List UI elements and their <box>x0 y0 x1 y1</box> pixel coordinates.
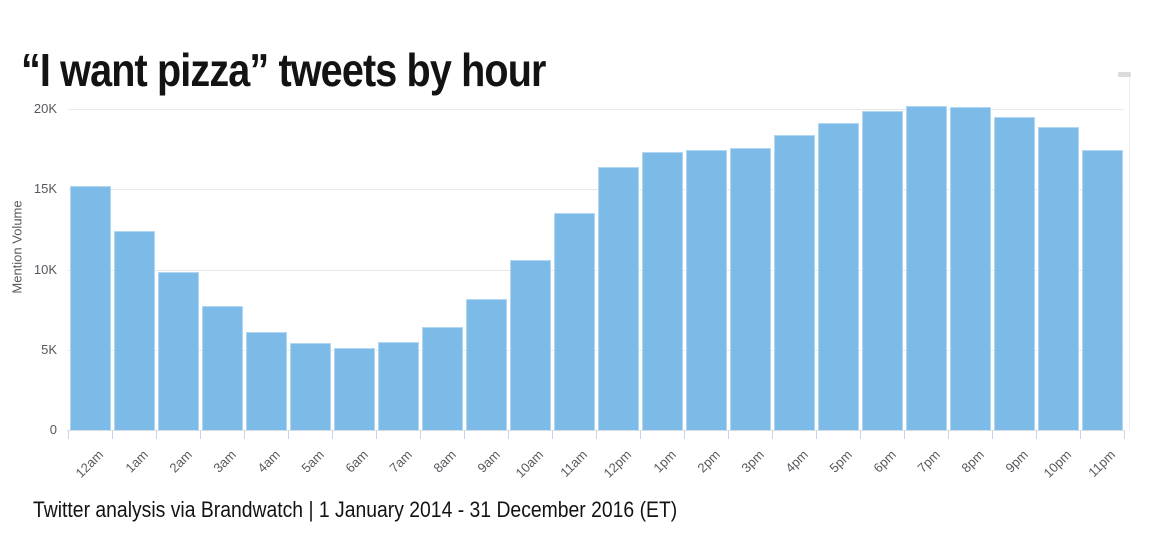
x-tick-label-2pm: 2pm <box>694 447 723 476</box>
page-title: “I want pizza” tweets by hour <box>21 43 546 96</box>
x-tick-10pm <box>1036 431 1037 439</box>
x-tick-10am <box>508 431 509 439</box>
x-tick-label-5am: 5am <box>298 447 327 476</box>
bar-4am[interactable] <box>245 332 287 430</box>
gridline-15K <box>68 189 1124 191</box>
x-tick-label-6pm: 6pm <box>870 447 899 476</box>
x-tick-label-12am: 12am <box>72 447 107 481</box>
y-axis-title: Mention Volume <box>9 200 25 294</box>
x-tick-label-6am: 6am <box>342 447 371 476</box>
bar-8am[interactable] <box>421 327 463 430</box>
x-tick-4am <box>244 431 245 439</box>
bar-7pm[interactable] <box>905 105 947 430</box>
x-tick-12am <box>68 431 69 439</box>
x-tick-7pm <box>904 431 905 439</box>
x-tick-3am <box>200 431 201 439</box>
bar-3pm[interactable] <box>729 148 771 430</box>
x-tick-label-10pm: 10pm <box>1040 447 1075 481</box>
x-tick-label-12pm: 12pm <box>600 447 635 481</box>
x-tick-7am <box>376 431 377 439</box>
x-tick-label-8am: 8am <box>430 447 459 476</box>
bar-1am[interactable] <box>113 230 155 430</box>
x-tick-label-5pm: 5pm <box>826 447 855 476</box>
y-tick-label-20K: 20K <box>33 101 57 116</box>
x-tick-label-3pm: 3pm <box>738 447 767 476</box>
x-tick-6pm <box>860 431 861 439</box>
scrollbar-track <box>1129 76 1130 430</box>
x-tick-5am <box>288 431 289 439</box>
bar-3am[interactable] <box>201 306 243 430</box>
bar-10am[interactable] <box>509 259 551 430</box>
x-tick-4pm <box>772 431 773 439</box>
x-tick-label-8pm: 8pm <box>958 447 987 476</box>
x-tick-label-9am: 9am <box>474 447 503 476</box>
x-tick-2am <box>156 431 157 439</box>
x-tick-label-7am: 7am <box>386 447 415 476</box>
bar-7am[interactable] <box>377 341 419 430</box>
bar-5am[interactable] <box>289 343 331 430</box>
x-tick-5pm <box>816 431 817 439</box>
x-tick-label-11am: 11am <box>557 447 591 480</box>
x-tick-label-2am: 2am <box>166 447 195 476</box>
x-tick-6am <box>332 431 333 439</box>
x-tick-2pm <box>684 431 685 439</box>
x-tick-label-3am: 3am <box>210 447 239 476</box>
x-tick-1pm <box>640 431 641 439</box>
gridline-10K <box>68 269 1124 271</box>
x-axis-line <box>67 430 1125 431</box>
bar-11am[interactable] <box>553 212 595 430</box>
bar-6pm[interactable] <box>861 110 903 430</box>
x-tick-label-4pm: 4pm <box>782 447 811 476</box>
gridline-5K <box>68 349 1124 351</box>
x-tick-8am <box>420 431 421 439</box>
x-tick-label-7pm: 7pm <box>914 447 943 476</box>
x-tick-end <box>1124 431 1125 439</box>
x-tick-label-9pm: 9pm <box>1002 447 1031 476</box>
y-tick-label-5K: 5K <box>41 341 57 357</box>
source-caption: Twitter analysis via Brandwatch | 1 Janu… <box>33 497 678 522</box>
bar-11pm[interactable] <box>1081 149 1123 430</box>
gridline-20K <box>68 109 1124 110</box>
x-tick-9am <box>464 431 465 439</box>
bar-2am[interactable] <box>157 271 199 430</box>
scrollbar-handle-icon[interactable] <box>1118 72 1131 77</box>
bar-12am[interactable] <box>69 186 111 430</box>
x-tick-label-1am: 1am <box>122 447 151 476</box>
bar-5pm[interactable] <box>817 123 859 430</box>
bar-4pm[interactable] <box>773 134 815 430</box>
bar-9pm[interactable] <box>993 117 1035 430</box>
x-tick-11am <box>552 431 553 439</box>
x-tick-label-4am: 4am <box>254 447 283 476</box>
x-tick-12pm <box>596 431 597 439</box>
x-tick-3pm <box>728 431 729 439</box>
x-tick-11pm <box>1080 431 1081 439</box>
y-tick-label-0: 0 <box>49 422 57 437</box>
bar-2pm[interactable] <box>685 149 727 430</box>
x-tick-label-11pm: 11pm <box>1085 447 1119 480</box>
y-tick-label-15K: 15K <box>33 181 57 197</box>
bar-9am[interactable] <box>465 299 507 430</box>
y-tick-label-10K: 10K <box>33 261 57 277</box>
x-tick-label-1pm: 1pm <box>650 447 679 476</box>
bar-1pm[interactable] <box>641 152 683 430</box>
x-tick-label-10am: 10am <box>512 447 547 481</box>
bar-8pm[interactable] <box>949 107 991 430</box>
bar-12pm[interactable] <box>597 166 639 430</box>
x-tick-8pm <box>948 431 949 439</box>
x-tick-1am <box>112 431 113 439</box>
bar-10pm[interactable] <box>1037 127 1079 430</box>
x-tick-9pm <box>992 431 993 439</box>
bar-6am[interactable] <box>333 348 375 430</box>
